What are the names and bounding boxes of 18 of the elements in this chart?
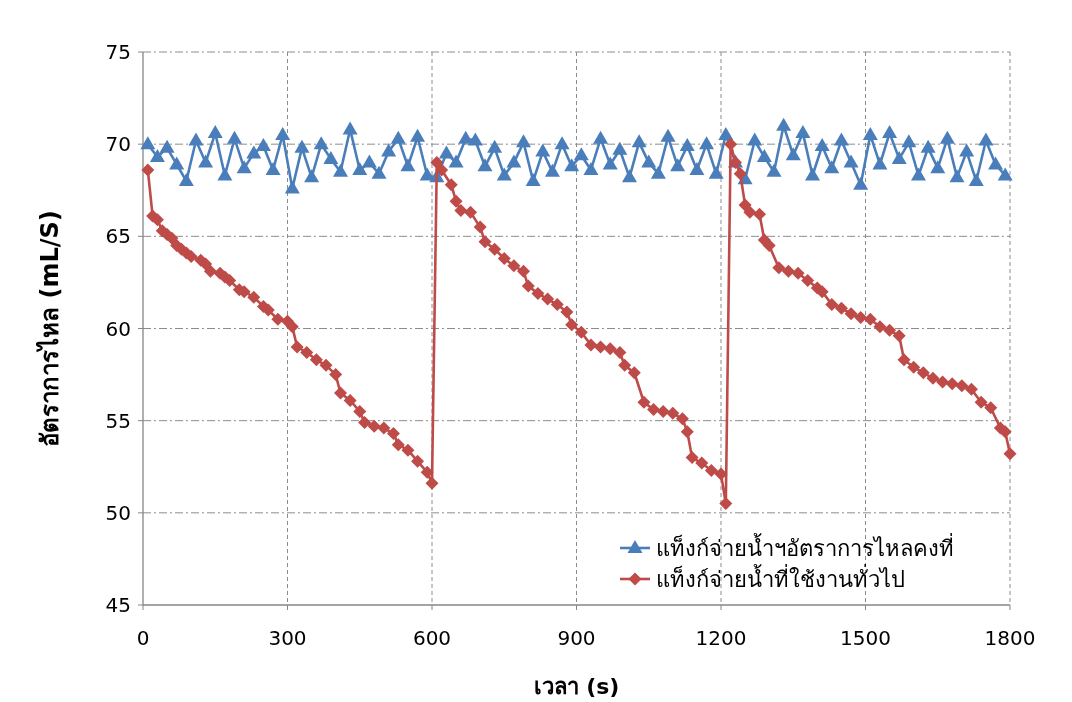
x-tick-label: 0	[136, 626, 150, 650]
y-axis-title: อัตราการไหล (mL/S)	[35, 210, 64, 447]
y-tick-label: 50	[105, 500, 131, 525]
y-tick-label: 45	[105, 593, 131, 617]
x-tick-label: 300	[268, 626, 307, 650]
y-tick-label: 55	[105, 408, 131, 433]
y-tick-label: 70	[105, 132, 131, 157]
x-tick-label: 900	[557, 626, 596, 650]
y-tick-label: 65	[105, 224, 131, 249]
x-tick-label: 1500	[840, 626, 891, 650]
legend-label: แท็งก์จ่ายน้ำที่ใช้งานทั่วไป	[656, 564, 905, 592]
x-tick-label: 1200	[695, 626, 747, 650]
legend-label: แท็งก์จ่ายน้ำฯอัตราการไหลคงที่	[656, 533, 954, 561]
x-axis-title: เวลา (s)	[533, 674, 620, 699]
x-tick-label: 1800	[984, 626, 1036, 650]
y-tick-label: 60	[105, 316, 131, 341]
y-tick-label: 75	[105, 40, 131, 64]
x-tick-label: 600	[412, 626, 452, 650]
